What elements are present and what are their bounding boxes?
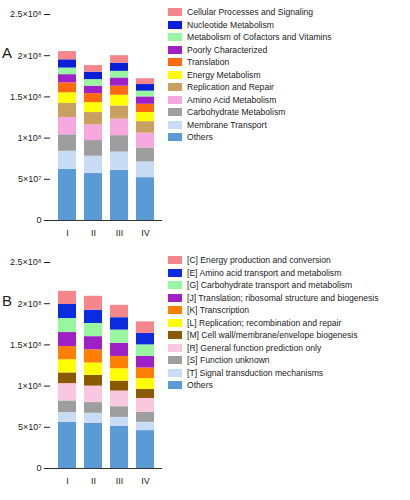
html-text:Others: Others	[187, 132, 213, 143]
html-text:[E] Amino acid transport and m: [E] Amino acid transport and metabolism	[187, 267, 342, 278]
html-text:Cellular Processes and Signali: Cellular Processes and Signaling	[187, 7, 314, 18]
svg-text:2×10⁸: 2×10⁸	[17, 51, 41, 61]
svg-text:5×10⁷: 5×10⁷	[18, 422, 42, 432]
svg-text:1×10⁸: 1×10⁸	[17, 381, 41, 391]
html-text:Amino Acid Metabolism: Amino Acid Metabolism	[187, 94, 277, 105]
svg-text:II: II	[91, 228, 96, 238]
html-text:Membrane Transport: Membrane Transport	[187, 119, 267, 130]
svg-text:0: 0	[36, 215, 41, 225]
svg-text:II: II	[91, 476, 96, 486]
svg-text:IV: IV	[141, 476, 150, 486]
svg-text:2.5×10⁸: 2.5×10⁸	[10, 257, 42, 267]
svg-text:III: III	[116, 476, 124, 486]
html-text:[K] Transcription: [K] Transcription	[187, 305, 250, 316]
html-text:B: B	[2, 292, 12, 309]
svg-text:1.5×10⁸: 1.5×10⁸	[10, 340, 42, 350]
svg-text:1.5×10⁸: 1.5×10⁸	[10, 92, 42, 102]
html-text:[M] Cell wall/membrane/envelop: [M] Cell wall/membrane/envelope biogenes…	[187, 330, 358, 341]
html-text:[T] Signal transduction mechan: [T] Signal transduction mechanisms	[187, 367, 324, 378]
svg-text:I: I	[66, 228, 69, 238]
html-text:Carbohydrate Metabolism: Carbohydrate Metabolism	[187, 107, 286, 118]
html-text:[C] Energy production and conv: [C] Energy production and conversion	[187, 255, 331, 266]
html-text:Nucleotide Metabolism: Nucleotide Metabolism	[187, 19, 274, 30]
html-text:[L] Replication; recombination: [L] Replication; recombination and repai…	[187, 317, 342, 328]
svg-text:2×10⁸: 2×10⁸	[17, 299, 41, 309]
svg-text:5×10⁷: 5×10⁷	[18, 174, 42, 184]
html-text:Translation: Translation	[187, 57, 230, 68]
html-text:Replication and Repair: Replication and Repair	[187, 82, 274, 93]
html-text:Energy Metabolism: Energy Metabolism	[187, 69, 261, 80]
svg-text:1×10⁸: 1×10⁸	[17, 133, 41, 143]
html-text:[J] Translation; ribosomal str: [J] Translation; ribosomal structure and…	[187, 292, 379, 303]
html-text:Poorly Characterized: Poorly Characterized	[187, 44, 268, 55]
html-text:[S] Function unknown: [S] Function unknown	[187, 355, 270, 366]
svg-text:IV: IV	[141, 228, 150, 238]
html-text:[R] General function predictio: [R] General function prediction only	[187, 342, 322, 353]
html-text:Metabolism of Cofactors and Vi: Metabolism of Cofactors and Vitamins	[187, 32, 332, 43]
html-text:[G] Carbohydrate transport and: [G] Carbohydrate transport and metabolis…	[187, 280, 353, 291]
svg-text:I: I	[66, 476, 69, 486]
svg-text:2.5×10⁸: 2.5×10⁸	[10, 9, 42, 19]
svg-text:0: 0	[36, 463, 41, 473]
html-text:Others: Others	[187, 380, 213, 391]
svg-text:III: III	[116, 228, 124, 238]
html-text:A: A	[2, 44, 12, 61]
